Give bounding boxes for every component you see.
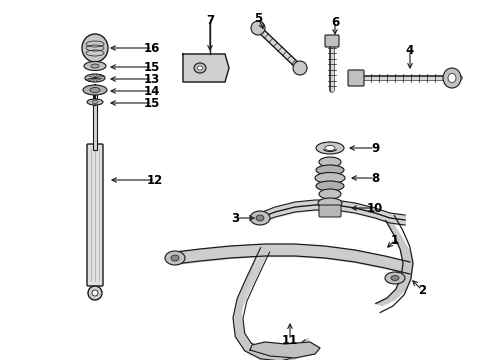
Circle shape [92, 290, 98, 296]
Ellipse shape [84, 62, 106, 71]
Text: 5: 5 [254, 12, 262, 24]
Text: 15: 15 [144, 96, 160, 109]
Polygon shape [233, 246, 313, 360]
Ellipse shape [385, 272, 405, 284]
Text: 4: 4 [406, 44, 414, 57]
Text: 16: 16 [144, 41, 160, 54]
Circle shape [251, 21, 265, 35]
Ellipse shape [315, 172, 345, 184]
Text: 10: 10 [367, 202, 383, 215]
Ellipse shape [171, 255, 179, 261]
Text: 13: 13 [144, 72, 160, 86]
Ellipse shape [82, 34, 108, 62]
Ellipse shape [91, 64, 99, 68]
Ellipse shape [87, 99, 103, 105]
Text: 11: 11 [282, 333, 298, 346]
Ellipse shape [316, 181, 344, 191]
Ellipse shape [165, 251, 185, 265]
FancyBboxPatch shape [87, 144, 103, 286]
Polygon shape [250, 342, 320, 358]
Bar [93, 85, 97, 150]
Text: 14: 14 [144, 85, 160, 98]
Text: 9: 9 [371, 141, 379, 154]
FancyBboxPatch shape [348, 70, 364, 86]
Polygon shape [183, 54, 229, 82]
Text: 15: 15 [144, 60, 160, 73]
FancyBboxPatch shape [319, 205, 341, 217]
Text: 12: 12 [147, 174, 163, 186]
Ellipse shape [325, 145, 335, 150]
Ellipse shape [443, 68, 461, 88]
Ellipse shape [83, 85, 107, 95]
Ellipse shape [90, 87, 100, 93]
Ellipse shape [319, 189, 341, 199]
Circle shape [293, 61, 307, 75]
Ellipse shape [85, 74, 105, 82]
Text: 3: 3 [231, 212, 239, 225]
FancyBboxPatch shape [325, 35, 339, 47]
Ellipse shape [194, 63, 206, 73]
Ellipse shape [250, 211, 270, 225]
Ellipse shape [316, 142, 344, 154]
Text: 7: 7 [206, 14, 214, 27]
Ellipse shape [316, 165, 344, 175]
Ellipse shape [92, 100, 98, 104]
Ellipse shape [391, 275, 399, 280]
Ellipse shape [318, 198, 342, 208]
Ellipse shape [448, 73, 456, 82]
Circle shape [88, 286, 102, 300]
Text: 2: 2 [418, 284, 426, 297]
Text: 6: 6 [331, 15, 339, 28]
Ellipse shape [197, 66, 202, 70]
Polygon shape [376, 220, 413, 306]
Ellipse shape [319, 157, 341, 167]
Text: 8: 8 [371, 171, 379, 185]
Ellipse shape [256, 215, 264, 221]
Text: 1: 1 [391, 234, 399, 247]
